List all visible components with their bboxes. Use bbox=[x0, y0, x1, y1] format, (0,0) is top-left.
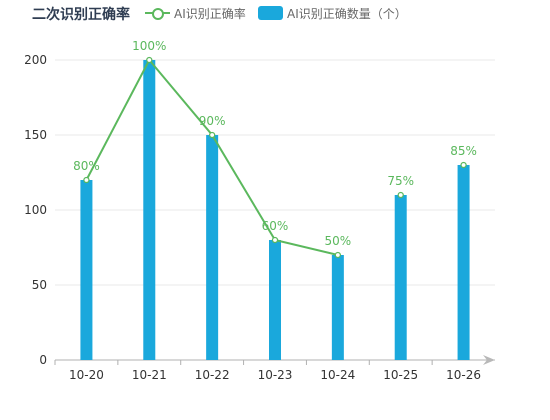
legend-item-correct-count[interactable]: AI识别正确数量（个） bbox=[258, 5, 407, 21]
bar-legend-icon bbox=[258, 6, 283, 20]
line-point bbox=[271, 236, 279, 244]
x-tick-label: 10-20 bbox=[69, 368, 104, 382]
data-label: 100% bbox=[132, 39, 166, 53]
x-tick-label: 10-24 bbox=[320, 368, 355, 382]
x-axis-arrow bbox=[483, 355, 495, 365]
x-tick-label: 10-26 bbox=[446, 368, 481, 382]
y-tick-label: 200 bbox=[24, 53, 47, 67]
bar bbox=[457, 165, 470, 360]
y-tick-label: 0 bbox=[39, 353, 47, 367]
data-label: 80% bbox=[73, 159, 100, 173]
line-point bbox=[397, 191, 404, 199]
bar bbox=[80, 180, 93, 360]
bar bbox=[206, 135, 219, 360]
bar bbox=[394, 195, 407, 360]
bar bbox=[269, 240, 281, 360]
data-label: 90% bbox=[199, 114, 226, 128]
legend-label-correct-count: AI识别正确数量（个） bbox=[287, 6, 407, 21]
bar bbox=[331, 255, 344, 360]
line-point bbox=[460, 161, 467, 169]
data-label: 60% bbox=[262, 219, 289, 233]
data-label: 85% bbox=[450, 144, 477, 158]
y-tick-label: 100 bbox=[24, 203, 47, 217]
x-tick-label: 10-25 bbox=[383, 368, 418, 382]
line-legend-icon bbox=[145, 6, 170, 20]
chart-title: 二次识别正确率 bbox=[32, 7, 130, 23]
x-tick-label: 10-23 bbox=[258, 368, 293, 382]
y-tick-label: 50 bbox=[32, 278, 47, 292]
line-point bbox=[209, 131, 216, 139]
data-label: 75% bbox=[387, 174, 414, 188]
legend-label-accuracy-rate: AI识别正确率 bbox=[174, 6, 246, 21]
line-point bbox=[146, 56, 153, 64]
y-tick-label: 150 bbox=[24, 128, 47, 142]
legend-item-accuracy-rate[interactable]: AI识别正确率 bbox=[145, 5, 246, 21]
data-label: 50% bbox=[325, 234, 352, 248]
line-point bbox=[334, 251, 341, 259]
bar bbox=[143, 60, 156, 360]
line-point bbox=[83, 176, 90, 184]
x-tick-label: 10-21 bbox=[132, 368, 167, 382]
x-tick-label: 10-22 bbox=[195, 368, 230, 382]
